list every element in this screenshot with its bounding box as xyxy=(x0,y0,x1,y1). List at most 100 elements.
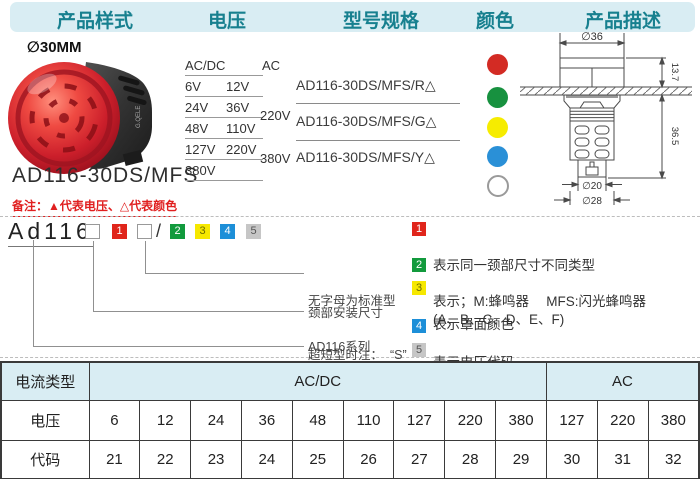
code-box-5: 5 xyxy=(246,224,261,239)
legend-line: 表示同一颈部尺寸不同类型 xyxy=(433,258,595,273)
header-bar xyxy=(10,2,695,32)
tree-line-series xyxy=(33,240,304,347)
table-header-row: 电流类型 AC/DC AC xyxy=(0,361,700,401)
legend-line: (A、B、C、D、E、F) xyxy=(433,312,565,327)
lens-slots xyxy=(29,83,99,153)
voltage-row: 电压 6 12 24 36 48 110 127 220 380 127 220… xyxy=(0,399,700,441)
dim-diameter-36: ∅36 xyxy=(581,31,603,43)
legend-text: 表示；M:蜂鸣器 MFS:闪光蜂鸣器 xyxy=(433,257,646,347)
voltage-cell: 6V xyxy=(185,79,201,94)
code-row-label: 代码 xyxy=(0,439,90,479)
lens-ring xyxy=(15,69,113,167)
code-cell: 21 xyxy=(88,439,141,479)
legend-box-5: 5 xyxy=(412,343,426,357)
legend-text: 表示同一颈部尺寸不同类型 (A、B、C、D、E、F) xyxy=(433,221,595,365)
voltage-row: 127V 220V xyxy=(185,139,263,160)
legend-item-1: 1 表示同一颈部尺寸不同类型 (A、B、C、D、E、F) xyxy=(412,221,595,365)
color-dot-green xyxy=(487,87,508,108)
code-cell: 28 xyxy=(444,439,497,479)
voltage-cell: 24V xyxy=(185,100,209,115)
product-photo: G.QELE xyxy=(8,62,152,174)
ac-voltage-380: 380V xyxy=(260,151,291,166)
ac-voltage-220: 220V xyxy=(260,108,291,123)
tab-color: 颜色 xyxy=(476,11,515,32)
product-size-label: ∅30MM xyxy=(27,39,82,56)
color-dot-yellow xyxy=(487,117,508,138)
ordering-prefix: Ad116 xyxy=(8,218,93,247)
legend-box-4: 4 xyxy=(412,319,426,333)
voltage-row: 48V 110V xyxy=(185,118,263,139)
legend-box-2: 2 xyxy=(412,258,426,272)
voltage-row: 24V 36V xyxy=(185,97,263,118)
separator-line xyxy=(0,357,700,358)
code-box-4: 4 xyxy=(220,224,235,239)
tree-line-neck xyxy=(93,241,304,312)
voltage-cell: 36V xyxy=(226,100,250,115)
legend-line: 表示罩面颜色 xyxy=(433,317,514,332)
ac-header: AC xyxy=(262,58,281,73)
ac-span-header: AC xyxy=(545,361,700,401)
code-cell: 27 xyxy=(393,439,446,479)
technical-drawing: ∅36 13.7 36.5 ∅20 ∅28 xyxy=(520,31,692,207)
voltage-cell: 110 xyxy=(342,399,395,441)
voltage-cell: 380 xyxy=(647,399,700,441)
code-cell: 30 xyxy=(545,439,598,479)
color-dot-red xyxy=(487,54,508,75)
voltage-table-header: AC/DC xyxy=(185,55,263,76)
code-cell: 29 xyxy=(495,439,547,479)
code-box-2: 2 xyxy=(170,224,185,239)
legend-box-1: 1 xyxy=(412,222,426,236)
code-cell: 22 xyxy=(139,439,192,479)
tab-product-style: 产品样式 xyxy=(57,11,134,32)
voltage-cell: 36 xyxy=(240,399,293,441)
voltage-cell: 12 xyxy=(139,399,192,441)
tab-model-spec: 型号规格 xyxy=(343,11,420,32)
code-cell: 26 xyxy=(342,439,395,479)
lens-center xyxy=(59,113,69,123)
tree-label-series: AD116系列 xyxy=(308,340,371,354)
product-model-label: AD116-30DS/MFS xyxy=(12,164,199,187)
current-type-header: 电流类型 xyxy=(0,361,90,401)
voltage-row: 380V xyxy=(185,160,263,181)
dim-diameter-20: ∅20 xyxy=(582,181,602,192)
voltage-cell: 380V xyxy=(185,163,216,178)
acdc-span-header: AC/DC xyxy=(88,361,547,401)
voltage-cell: 127V xyxy=(185,142,216,157)
tree-line-type xyxy=(145,241,304,274)
acdc-header: AC/DC xyxy=(185,58,226,73)
voltage-cell: 48 xyxy=(291,399,344,441)
dim-13-7: 13.7 xyxy=(669,63,680,82)
lens-highlight xyxy=(27,73,57,95)
tree-label-type-line1: 无字母为标准型 xyxy=(308,294,396,308)
body-vents xyxy=(118,75,147,106)
legend-box-3: 3 xyxy=(412,281,426,295)
code-cell: 31 xyxy=(596,439,649,479)
body-tab xyxy=(122,150,144,166)
code-box-3: 3 xyxy=(195,224,210,239)
code-cell: 23 xyxy=(190,439,242,479)
voltage-cell: 220 xyxy=(596,399,649,441)
dim-36-5: 36.5 xyxy=(669,127,680,146)
voltage-table: AC/DC 6V 12V 24V 36V 48V 110V 127V 220V 380V xyxy=(185,55,263,181)
tree-label-neck: 颈部安装尺寸 xyxy=(308,306,384,320)
tab-product-desc: 产品描述 xyxy=(585,11,662,32)
voltage-row: 6V 12V xyxy=(185,76,263,97)
voltage-row-label: 电压 xyxy=(0,399,90,441)
brand-mark: G.QELE xyxy=(136,106,142,128)
ordering-slash: / xyxy=(156,221,162,241)
color-dot-white xyxy=(487,175,509,197)
voltage-cell: 12V xyxy=(226,79,250,94)
code-cell: 24 xyxy=(240,439,293,479)
model-item: AD116-30DS/MFS/R△ xyxy=(296,73,460,104)
note-line: 备注：▲代表电压、△代表颜色 xyxy=(12,197,178,217)
voltage-cell: 24 xyxy=(190,399,242,441)
tree-label-type: 无字母为标准型 超短型时注： “S” xyxy=(308,256,407,400)
code-cell: 25 xyxy=(291,439,344,479)
color-dot-blue xyxy=(487,146,508,167)
tree-label-type-line2: 超短型时注： “S” xyxy=(308,348,407,362)
voltage-cell: 220 xyxy=(444,399,497,441)
voltage-cell: 110V xyxy=(226,121,256,136)
voltage-cell: 127 xyxy=(393,399,446,441)
tab-voltage: 电压 xyxy=(208,11,247,32)
